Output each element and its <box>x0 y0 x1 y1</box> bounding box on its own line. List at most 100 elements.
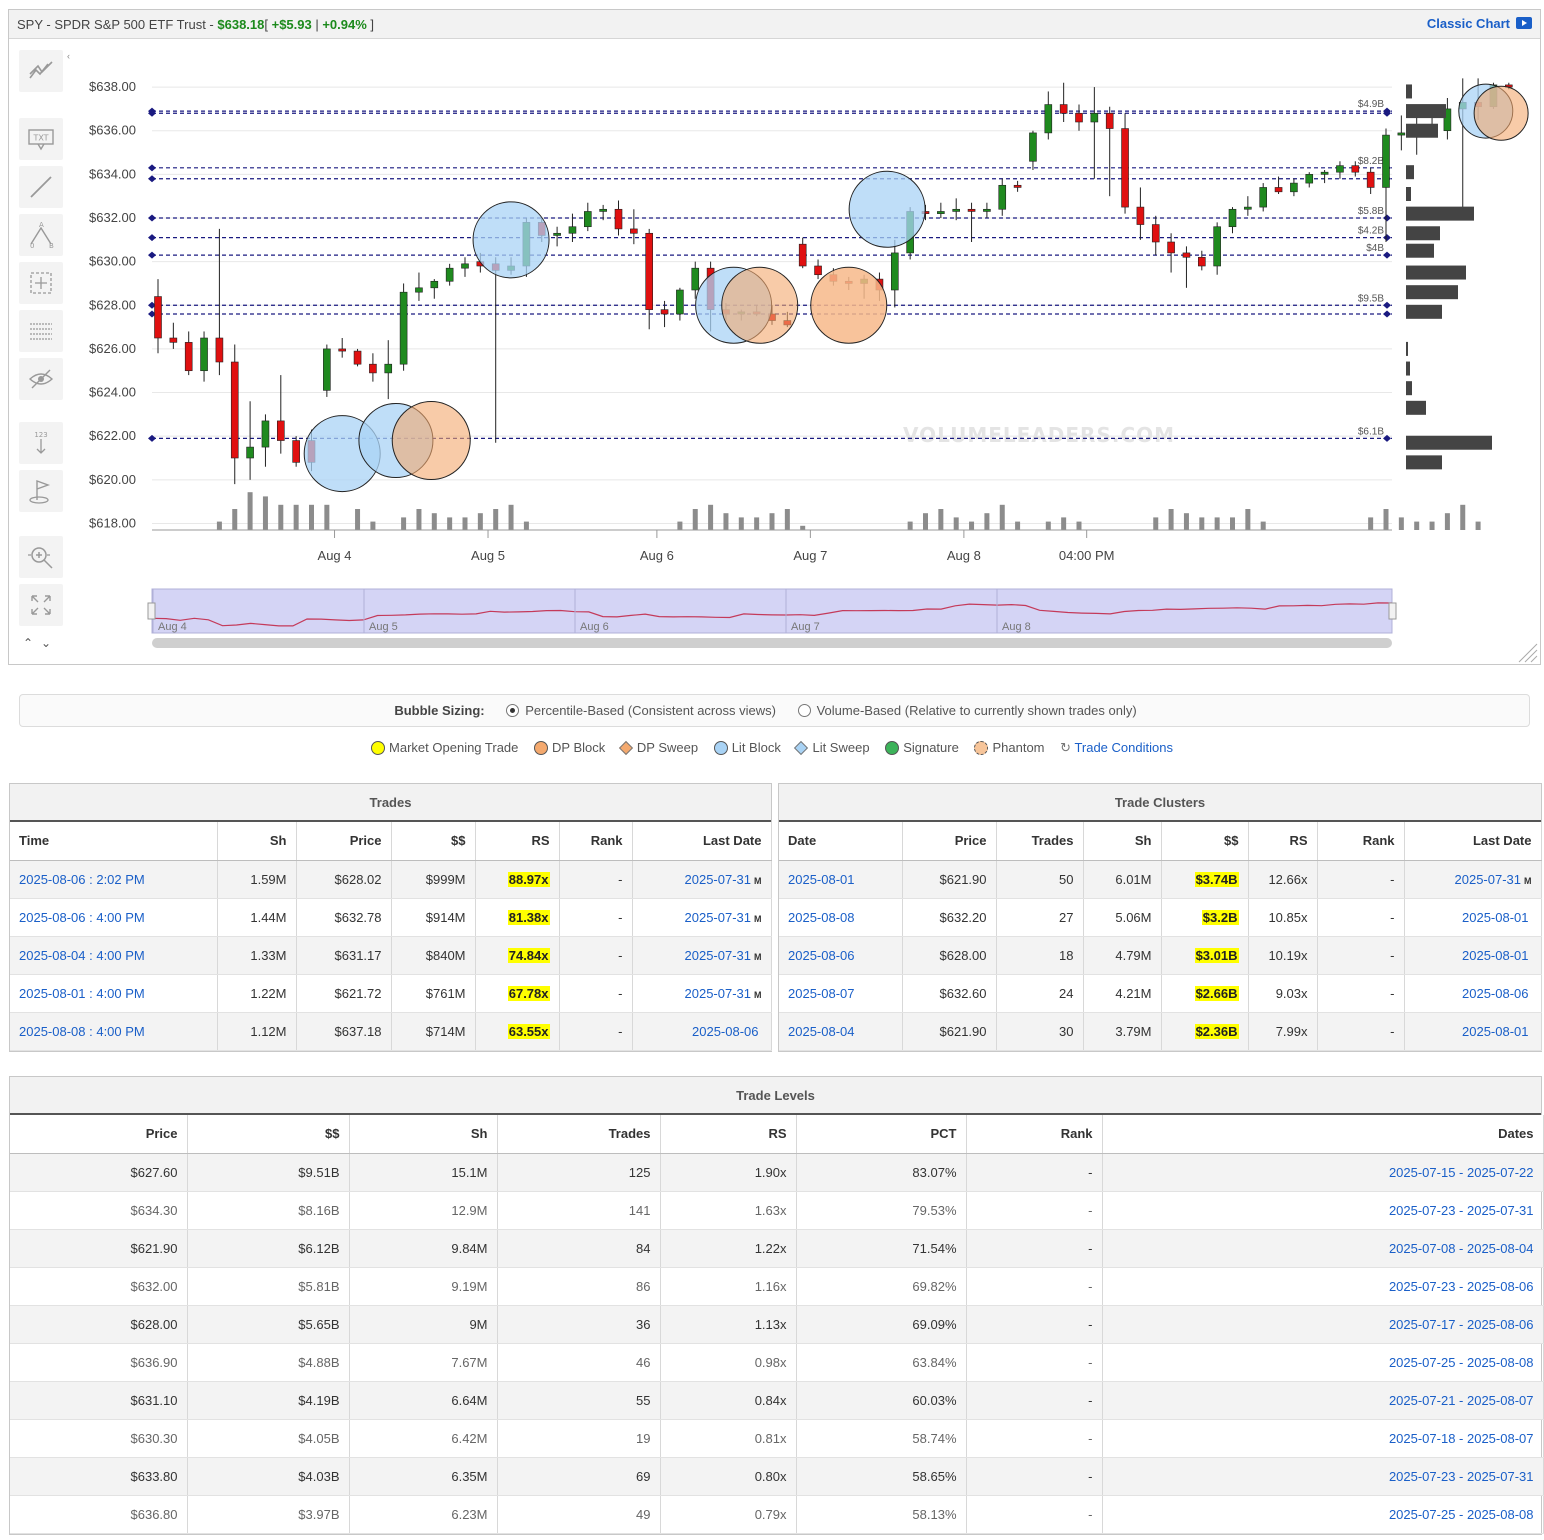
flag-tool[interactable] <box>19 470 63 512</box>
legend-phantom[interactable]: Phantom <box>974 740 1045 755</box>
candle-body[interactable] <box>1443 108 1452 132</box>
candle-body[interactable] <box>1336 165 1344 173</box>
dates-link[interactable]: 2025-07-17 - 2025-08-06 <box>1388 1316 1534 1332</box>
candle-body[interactable] <box>798 243 807 267</box>
candle-body[interactable] <box>568 226 577 234</box>
column-header[interactable]: Date <box>779 822 903 861</box>
last-date-link[interactable]: 2025-08-01 <box>1462 947 1529 963</box>
candle-body[interactable] <box>983 208 991 212</box>
column-header[interactable]: Time <box>10 822 218 861</box>
column-header[interactable]: Price <box>10 1115 188 1154</box>
candle-body[interactable] <box>1090 112 1099 123</box>
dp-block-bubble[interactable] <box>810 266 888 344</box>
candle-body[interactable] <box>660 309 669 315</box>
lit-block-bubble[interactable] <box>848 170 926 248</box>
last-date-link[interactable]: 2025-07-31 <box>684 909 752 925</box>
table-row[interactable]: 2025-08-01 : 4:00 PM 1.22M $621.72 $761M 67.… <box>10 974 772 1013</box>
candle-body[interactable] <box>1044 104 1053 134</box>
volume-option[interactable]: Volume-Based (Relative to currently show… <box>797 703 1137 718</box>
candle-body[interactable] <box>215 337 224 363</box>
fullscreen-button[interactable] <box>19 584 63 626</box>
candle-body[interactable] <box>1075 112 1083 123</box>
candle-body[interactable] <box>1382 134 1390 188</box>
table-row[interactable]: 2025-08-01 $621.90 50 6.01M $3.74B 12.66x -202… <box>779 860 1542 899</box>
candle-body[interactable] <box>1259 187 1267 208</box>
resize-grip-icon[interactable] <box>1518 643 1538 663</box>
candle-body[interactable] <box>1290 182 1298 193</box>
toolbar-scroll-arrows-icon[interactable]: ⌃⌄ <box>23 636 60 650</box>
dp-block-bubble[interactable] <box>721 266 799 344</box>
cluster-date-link[interactable]: 2025-08-07 <box>788 985 855 1001</box>
candle-body[interactable] <box>583 211 592 228</box>
table-row[interactable]: 2025-08-06 $628.00 18 4.79M $3.01B 10.19x - 202… <box>779 936 1542 975</box>
table-row[interactable]: 2025-08-07 $632.60 24 4.21M $2.66B 9.03x - 2025… <box>779 974 1542 1013</box>
column-header[interactable]: $$ <box>1161 822 1249 861</box>
dates-link[interactable]: 2025-07-23 - 2025-07-31 <box>1388 1468 1534 1484</box>
candle-body[interactable] <box>246 446 254 459</box>
line-tool[interactable] <box>19 166 63 208</box>
candle-body[interactable] <box>1136 206 1145 225</box>
candle-body[interactable] <box>1397 132 1406 136</box>
candle-body[interactable] <box>967 208 976 212</box>
candle-body[interactable] <box>1366 171 1375 188</box>
column-header[interactable]: Price <box>902 822 997 861</box>
legend-market-opening[interactable]: Market Opening Trade <box>371 740 518 755</box>
zoom-tool[interactable] <box>19 536 63 578</box>
candle-body[interactable] <box>614 208 623 230</box>
candle-body[interactable] <box>1228 208 1237 228</box>
table-row[interactable]: $628.00 $5.65B 9M 36 1.13x 69.09% - 2025-07-17 … <box>10 1305 1544 1344</box>
candle-body[interactable] <box>1274 187 1283 193</box>
candle-body[interactable] <box>1244 206 1252 210</box>
text-tool[interactable]: TXT <box>19 118 63 160</box>
candle-body[interactable] <box>154 296 162 339</box>
table-row[interactable]: 2025-08-06 : 2:02 PM 1.59M $628.02 $999M 88.… <box>10 860 772 899</box>
trade-conditions-link[interactable]: ↻ Trade Conditions <box>1060 740 1173 755</box>
candle-body[interactable] <box>1213 226 1221 267</box>
candle-body[interactable] <box>814 265 822 276</box>
column-header[interactable]: Dates <box>1102 1115 1544 1154</box>
cluster-date-link[interactable]: 2025-08-08 <box>788 909 855 925</box>
column-header[interactable]: Sh <box>1083 822 1162 861</box>
trade-time-link[interactable]: 2025-08-06 : 4:00 PM <box>19 909 145 925</box>
navigator-scrollbar[interactable] <box>152 638 1392 648</box>
candle-body[interactable] <box>1320 171 1329 175</box>
table-row[interactable]: $621.90 $6.12B 9.84M 84 1.22x 71.54% - 2025-07-… <box>10 1229 1544 1268</box>
table-row[interactable]: 2025-08-08 : 4:00 PM 1.12M $637.18 $714M 63.… <box>10 1012 772 1051</box>
candle-body[interactable] <box>1013 184 1022 188</box>
column-header[interactable]: Rank <box>1317 822 1405 861</box>
column-header[interactable]: Sh <box>217 822 297 861</box>
trade-time-link[interactable]: 2025-08-06 : 2:02 PM <box>19 871 145 887</box>
column-header[interactable]: PCT <box>796 1115 967 1154</box>
last-date-link[interactable]: 2025-08-06 <box>692 1023 759 1039</box>
candle-body[interactable] <box>230 361 239 459</box>
legend-lit-block[interactable]: Lit Block <box>713 740 781 755</box>
table-row[interactable]: 2025-08-04 : 4:00 PM 1.33M $631.17 $840M 74.… <box>10 936 772 975</box>
hide-drawings-button[interactable] <box>19 358 63 400</box>
candle-body[interactable] <box>415 287 423 293</box>
candle-body[interactable] <box>630 228 638 234</box>
navigator-handle-right[interactable] <box>1388 602 1397 620</box>
navigator[interactable] <box>151 588 1393 634</box>
cluster-date-link[interactable]: 2025-08-01 <box>788 871 855 887</box>
trade-time-link[interactable]: 2025-08-04 : 4:00 PM <box>19 947 145 963</box>
dates-link[interactable]: 2025-07-25 - 2025-08-08 <box>1388 1354 1534 1370</box>
candle-body[interactable] <box>1151 224 1160 243</box>
dp-block-bubble[interactable] <box>391 401 471 481</box>
candle-body[interactable] <box>937 211 945 214</box>
table-row[interactable]: $633.80 $4.03B 6.35M 69 0.80x 58.65% - 2025-07-… <box>10 1457 1544 1496</box>
table-row[interactable]: $632.00 $5.81B 9.19M 86 1.16x 69.82% - 2025-07-… <box>10 1267 1544 1306</box>
last-date-link[interactable]: 2025-07-31 <box>684 947 752 963</box>
candle-body[interactable] <box>998 184 1007 210</box>
cluster-date-link[interactable]: 2025-08-04 <box>788 1023 855 1039</box>
candle-body[interactable] <box>1198 256 1206 267</box>
candle-body[interactable] <box>599 208 607 212</box>
candle-body[interactable] <box>1121 128 1129 208</box>
column-header[interactable]: Last Date <box>1404 822 1542 861</box>
lit-block-bubble[interactable] <box>472 201 550 279</box>
last-date-link[interactable]: 2025-07-31 <box>684 985 752 1001</box>
candle-body[interactable] <box>369 363 377 374</box>
measure-tool[interactable]: 123 <box>19 422 63 464</box>
last-date-link[interactable]: 2025-07-31 <box>684 871 752 887</box>
dates-link[interactable]: 2025-07-25 - 2025-08-08 <box>1388 1506 1534 1522</box>
levels-tool[interactable] <box>19 310 63 352</box>
